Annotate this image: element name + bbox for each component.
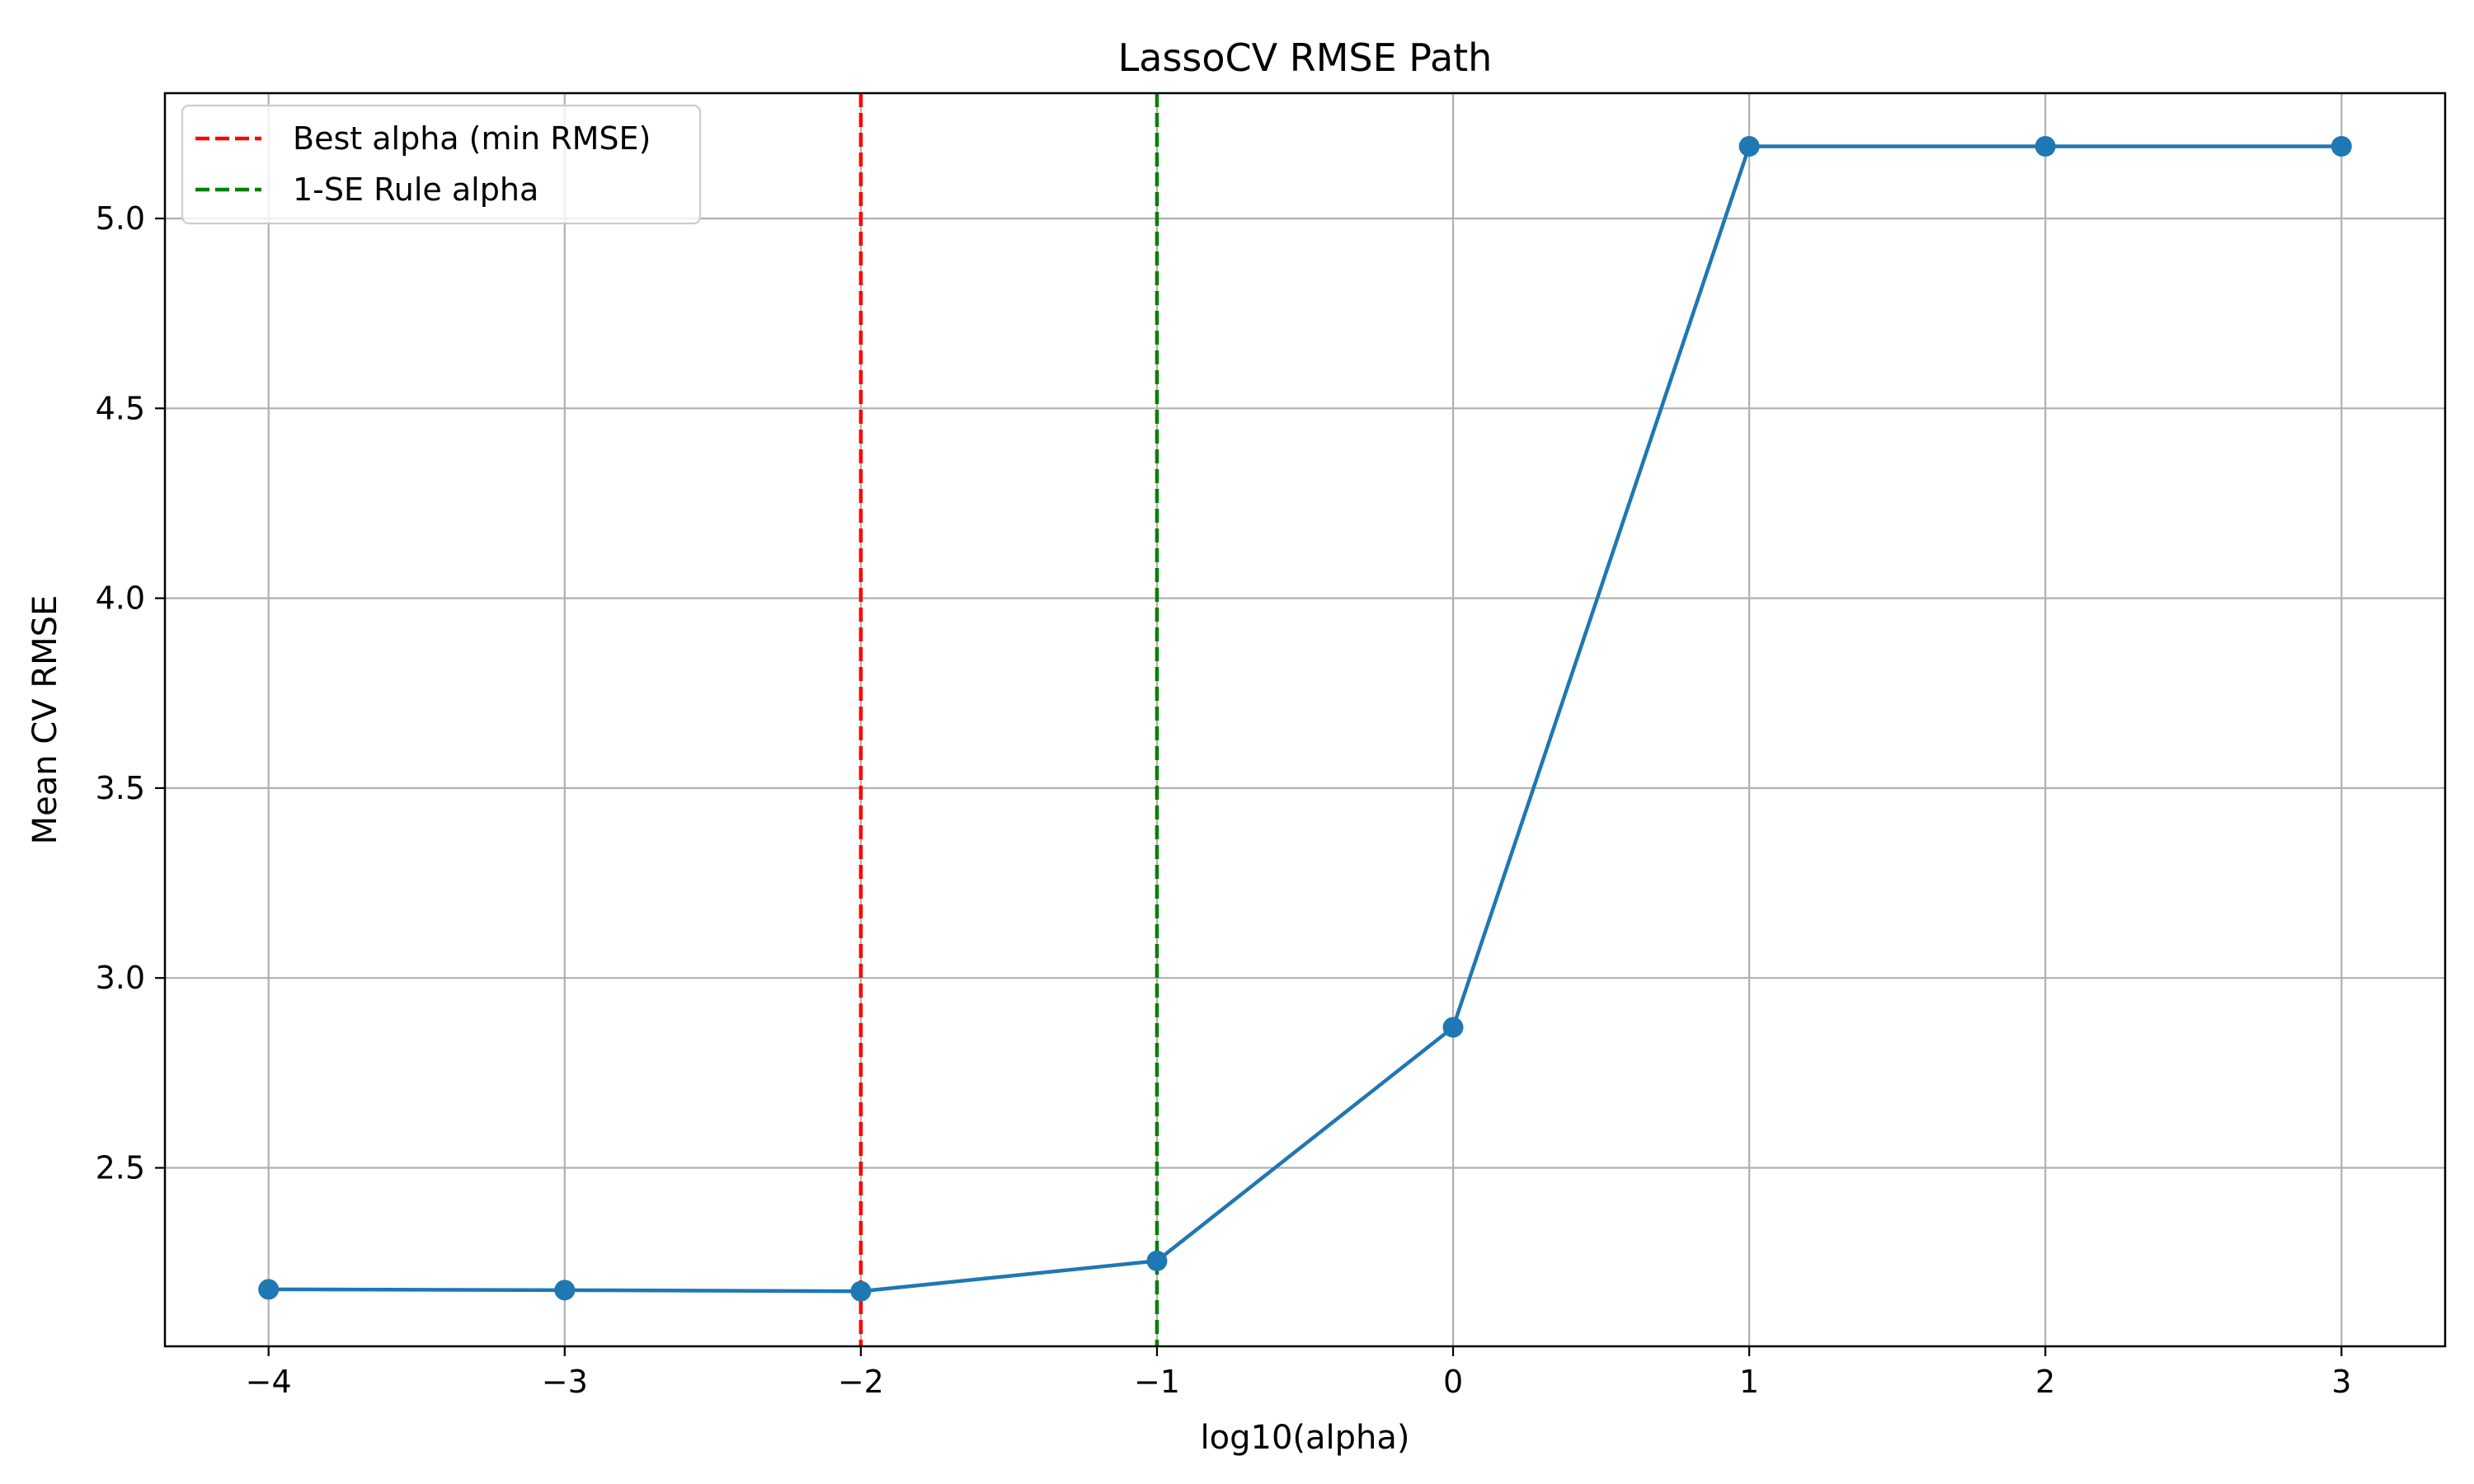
legend-box: [181, 104, 702, 225]
data-point: [258, 1279, 280, 1300]
legend: Best alpha (min RMSE) 1-SE Rule alpha: [181, 104, 702, 225]
series-line: [268, 144, 2342, 1294]
x-axis-label: log10(alpha): [1201, 1419, 1410, 1457]
legend-entry-label: 1-SE Rule alpha: [293, 171, 539, 208]
reference-lines: [858, 93, 1159, 1346]
y-axis-label: Mean CV RMSE: [26, 595, 64, 845]
x-tick-label: 1: [1739, 1364, 1759, 1400]
x-tick-label: 3: [2331, 1364, 2351, 1400]
data-point: [1146, 1250, 1168, 1271]
y-tick-label: 5.0: [96, 200, 145, 237]
data-point: [850, 1280, 872, 1302]
chart-title: LassoCV RMSE Path: [1118, 35, 1493, 80]
data-point: [1442, 1017, 1464, 1038]
legend-entry-label: Best alpha (min RMSE): [293, 120, 651, 157]
y-axis-ticks: 2.5 3.0 3.5 4.0 4.5 5.0: [96, 200, 165, 1186]
y-tick-label: 3.5: [96, 770, 145, 806]
x-tick-label: −2: [838, 1364, 884, 1400]
x-tick-label: −4: [246, 1364, 292, 1400]
x-tick-label: −3: [542, 1364, 588, 1400]
data-point: [1738, 135, 1760, 157]
data-point: [2034, 135, 2056, 157]
y-tick-label: 3.0: [96, 960, 145, 996]
x-tick-label: −1: [1134, 1364, 1180, 1400]
x-tick-label: 0: [1443, 1364, 1463, 1400]
y-tick-label: 4.0: [96, 580, 145, 617]
data-point: [554, 1280, 576, 1301]
x-tick-label: 2: [2035, 1364, 2055, 1400]
y-tick-label: 4.5: [96, 390, 145, 426]
x-axis-ticks: −4 −3 −2 −1 0 1 2 3: [246, 1346, 2351, 1400]
data-point: [2331, 135, 2352, 157]
plot-area-frame: [163, 92, 2447, 1348]
y-tick-label: 2.5: [96, 1150, 145, 1186]
series-layer: [258, 135, 2352, 1302]
